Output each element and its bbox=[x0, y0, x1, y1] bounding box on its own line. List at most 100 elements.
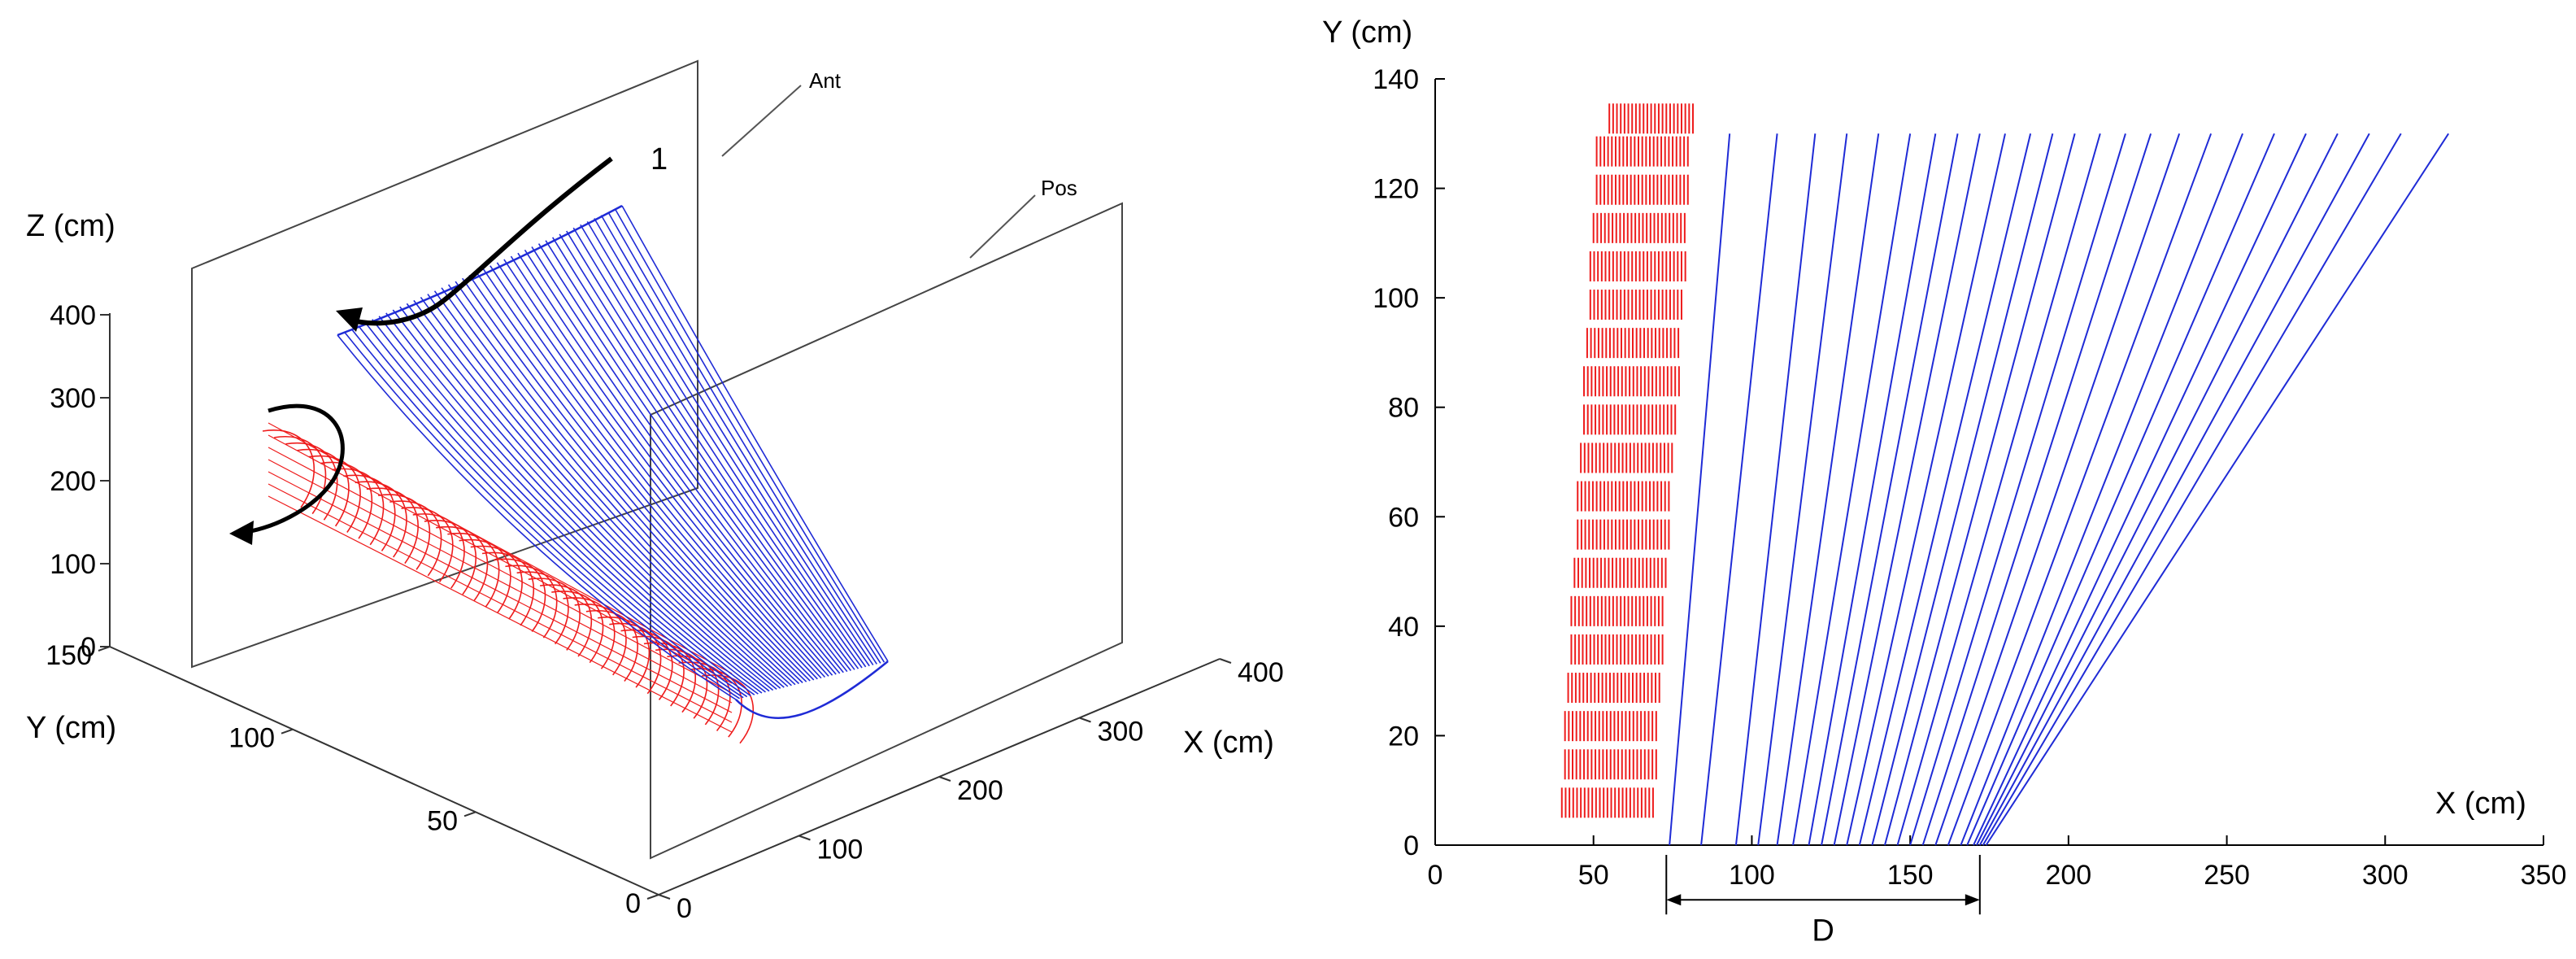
ant-leader-line bbox=[721, 85, 802, 157]
blue-surface-line bbox=[468, 274, 807, 682]
red-surface-rib bbox=[436, 525, 489, 601]
blue-surface-line bbox=[496, 262, 822, 679]
blue-surface-line bbox=[503, 259, 826, 678]
blue-surface-line bbox=[524, 249, 837, 675]
blue-surface-line bbox=[337, 334, 737, 700]
red-footprint-series bbox=[1560, 103, 1694, 818]
blue-line bbox=[1700, 133, 1778, 846]
blue-surface-line bbox=[392, 309, 766, 693]
red-surface-line bbox=[268, 459, 733, 704]
right-y-tick-label: 120 bbox=[1373, 174, 1419, 205]
x-tick-label: 400 bbox=[1238, 657, 1284, 688]
blue-surface-line bbox=[551, 237, 852, 671]
y-axis-ticks: 0 50 100 150 bbox=[46, 640, 659, 919]
x-tick-mark bbox=[1079, 717, 1091, 723]
blue-surface-line bbox=[482, 268, 815, 681]
blue-surface-line bbox=[413, 299, 777, 691]
distance-arrow-left bbox=[1666, 894, 1682, 906]
red-surface-rib bbox=[574, 604, 627, 676]
blue-surface-line bbox=[427, 294, 785, 688]
x-tick-mark bbox=[1219, 658, 1232, 664]
y-tick-label: 0 bbox=[625, 888, 641, 919]
rotation-arrow-blue bbox=[344, 156, 613, 326]
blue-line bbox=[1669, 133, 1731, 846]
blue-line bbox=[1973, 133, 2307, 846]
blue-line bbox=[1982, 133, 2402, 846]
right-x-axis-label: X (cm) bbox=[2435, 787, 2526, 821]
rotation-arrow-red bbox=[239, 403, 345, 535]
blue-surface-line bbox=[406, 303, 774, 691]
red-surface-rib bbox=[563, 597, 616, 669]
blue-surface-line bbox=[378, 316, 759, 695]
blue-surface-line bbox=[441, 287, 792, 687]
blue-surface-line bbox=[350, 328, 744, 699]
red-surface-rib bbox=[377, 494, 431, 570]
blue-line bbox=[1776, 133, 1880, 846]
red-surface-rib bbox=[343, 474, 396, 551]
red-surface-line bbox=[268, 495, 733, 733]
red-surface-rib bbox=[424, 520, 476, 595]
blue-surface-line bbox=[586, 220, 870, 667]
blue-surface-line bbox=[420, 296, 781, 689]
red-surface-rib bbox=[308, 455, 361, 533]
blue-lines-series bbox=[1669, 133, 2450, 846]
red-surface-line bbox=[268, 447, 733, 694]
right-y-tick-label: 140 bbox=[1373, 64, 1419, 95]
blue-surface-line bbox=[531, 246, 841, 674]
rotation-arrow-red-head bbox=[229, 521, 254, 545]
red-surface bbox=[262, 422, 754, 744]
red-surface-rib bbox=[470, 545, 523, 620]
x-tick-mark bbox=[798, 835, 811, 841]
blue-surface-line bbox=[580, 224, 867, 668]
blue-line bbox=[1858, 133, 2032, 846]
z-tick-label: 200 bbox=[50, 466, 96, 497]
y-tick-label: 50 bbox=[427, 805, 458, 836]
red-surface-rib bbox=[389, 500, 442, 577]
right-y-axis-label: Y (cm) bbox=[1322, 15, 1412, 50]
blue-surface-line bbox=[357, 325, 748, 698]
z-axis-label: Z (cm) bbox=[26, 209, 115, 243]
blue-surface-bottom-edge bbox=[735, 660, 889, 719]
right-y-tick-label: 80 bbox=[1388, 393, 1419, 424]
left-3d-panel: 0 100 200 300 400 0 50 100 150 0 100 200 300 400 Z … bbox=[26, 59, 1284, 924]
blue-surface-line bbox=[372, 319, 755, 695]
red-surface-rib bbox=[551, 591, 604, 664]
blue-surface-line bbox=[594, 218, 874, 666]
red-surface-rib bbox=[355, 481, 407, 558]
red-surface-line bbox=[268, 422, 733, 674]
red-surface-rib bbox=[412, 513, 465, 589]
right-x-tick-label: 50 bbox=[1578, 860, 1609, 891]
red-surface-rib bbox=[274, 435, 327, 515]
right-x-tick-label: 0 bbox=[1428, 860, 1443, 891]
blue-surface-line bbox=[607, 211, 881, 664]
red-surface-rib bbox=[690, 668, 742, 738]
red-surface-rib bbox=[505, 565, 558, 639]
blue-surface-line bbox=[447, 284, 796, 686]
blue-surface-line bbox=[566, 230, 859, 669]
y-axis-line bbox=[109, 646, 659, 896]
x-axis-ticks: 0 100 200 300 400 bbox=[658, 657, 1284, 924]
y-tick-mark bbox=[646, 894, 659, 900]
blue-line bbox=[1846, 133, 2006, 846]
red-surface-rib bbox=[516, 571, 569, 645]
blue-surface-line bbox=[600, 215, 877, 665]
posterior-plane bbox=[650, 202, 1123, 860]
blue-line bbox=[1909, 133, 2126, 846]
right-x-tick-label: 200 bbox=[2045, 860, 2091, 891]
red-surface-rib bbox=[366, 487, 419, 565]
blue-line bbox=[1934, 133, 2181, 846]
right-y-tick-label: 40 bbox=[1388, 612, 1419, 643]
blue-surface-line bbox=[399, 306, 770, 692]
ant-label: Ant bbox=[809, 68, 842, 93]
red-surface-rib bbox=[320, 461, 373, 539]
blue-line bbox=[1978, 133, 2370, 846]
blue-surface-line bbox=[490, 265, 818, 680]
red-surface-rib bbox=[401, 507, 454, 582]
right-x-axis-ticks: 0 50 100 150 200 250 300 350 bbox=[1428, 835, 2566, 891]
blue-line bbox=[1833, 133, 1981, 846]
blue-line bbox=[1960, 133, 2243, 846]
z-tick-label: 0 bbox=[80, 632, 96, 663]
blue-line bbox=[1808, 133, 1937, 846]
anterior-plane bbox=[191, 59, 698, 669]
